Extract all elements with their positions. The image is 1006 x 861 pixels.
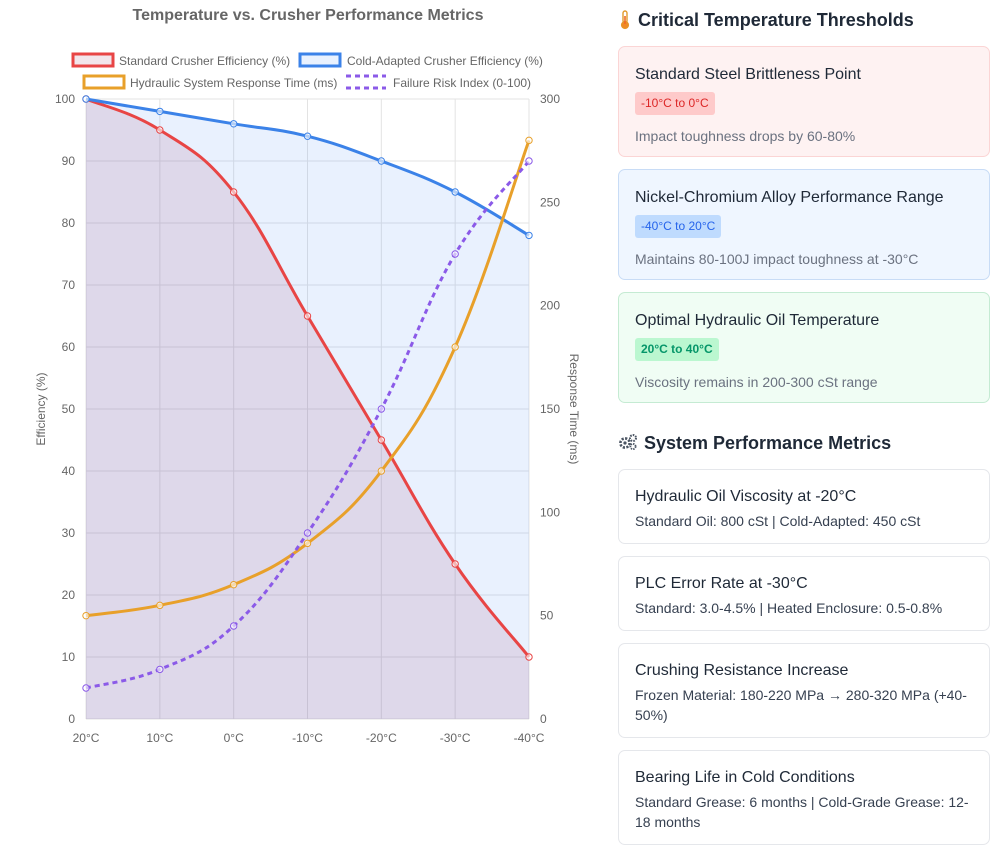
metric-title: Bearing Life in Cold Conditions [635,769,855,786]
data-point [82,611,90,620]
y2-tick-label: 100 [540,505,560,519]
y-tick-label: 100 [55,92,75,106]
y2-tick-label: 0 [540,712,547,726]
metric-title: Crushing Resistance Increase [635,662,849,679]
chart-panel: Temperature vs. Crusher Performance Metr… [34,7,581,745]
legend-swatch [82,74,126,90]
data-point [525,157,533,165]
threshold-range-badge: -40°C to 20°C [635,215,722,238]
metric-card-viscosity: Hydraulic Oil Viscosity at -20°C Standar… [618,469,990,544]
legend-label: Standard Crusher Efficiency (%) [119,54,290,68]
data-point [303,312,312,320]
threshold-title: Standard Steel Brittleness Point [635,66,861,83]
x-tick-label: -40°C [514,731,545,745]
data-point [82,684,90,692]
legend-label: Cold-Adapted Crusher Efficiency (%) [347,54,543,68]
thermometer-icon [618,10,632,30]
y-tick-label: 0 [68,712,75,726]
data-point [229,120,238,128]
metric-value: Frozen Material: 180-220 MPa → 280-320 M… [635,687,967,723]
data-point [377,157,386,165]
data-point [156,107,164,116]
data-point [377,436,386,444]
y-tick-label: 90 [62,154,76,168]
data-point [156,126,164,134]
legend-label: Failure Risk Index (0-100) [393,76,531,90]
threshold-card-steel: Standard Steel Brittleness Point -10°C t… [618,46,990,157]
gears-icon [618,433,638,453]
metric-card-plc: PLC Error Rate at -30°C Standard: 3.0-4.… [618,556,990,631]
y-tick-label: 40 [62,464,76,478]
threshold-title: Optimal Hydraulic Oil Temperature [635,312,880,329]
thresholds-section-title: Critical Temperature Thresholds [618,0,990,40]
y-tick-label: 30 [62,526,76,540]
data-point [525,136,533,145]
x-tick-label: 20°C [73,731,100,745]
data-point [156,665,164,674]
data-point [377,467,386,475]
legend-label: Hydraulic System Response Time (ms) [130,76,337,90]
y-tick-label: 10 [62,650,76,664]
data-point [525,231,533,240]
threshold-desc: Maintains 80-100J impact toughness at -3… [635,251,919,267]
threshold-desc: Impact toughness drops by 60-80% [635,128,856,144]
data-point [451,250,459,258]
metric-value: Standard Grease: 6 months | Cold-Grade G… [635,794,969,830]
series-area-fill [86,99,529,719]
side-panel: Critical Temperature Thresholds Standard… [618,0,990,857]
legend-swatch [71,52,115,68]
data-point [82,95,90,103]
threshold-range-badge: 20°C to 40°C [635,338,719,361]
y2-tick-label: 200 [540,299,560,313]
data-point [377,405,386,413]
data-point [303,539,312,548]
data-point [451,343,459,351]
legend-swatch [346,76,386,88]
data-point [303,132,312,140]
y-tick-label: 60 [62,340,76,354]
legend-swatch [298,52,342,68]
y2-tick-label: 300 [540,92,560,106]
y2-axis-title: Response Time (ms) [567,354,581,465]
data-point [229,580,238,589]
performance-chart: Temperature vs. Crusher Performance Metr… [34,7,581,745]
x-tick-label: -20°C [366,731,397,745]
x-tick-label: -30°C [440,731,471,745]
data-point [229,622,238,630]
y-tick-label: 80 [62,216,76,230]
threshold-card-alloy: Nickel-Chromium Alloy Performance Range … [618,169,990,280]
metrics-section-title: System Performance Metrics [618,423,990,463]
data-point [451,188,459,196]
x-tick-label: 10°C [146,731,173,745]
y-tick-label: 50 [62,402,76,416]
thresholds-title-text: Critical Temperature Thresholds [638,9,914,30]
threshold-range-badge: -10°C to 0°C [635,92,715,115]
threshold-card-oil: Optimal Hydraulic Oil Temperature 20°C t… [618,292,990,403]
series-line [85,139,531,618]
threshold-title: Nickel-Chromium Alloy Performance Range [635,189,944,206]
metric-card-bearing: Bearing Life in Cold Conditions Standard… [618,750,990,845]
metric-value: Standard Oil: 800 cSt | Cold-Adapted: 45… [635,513,921,529]
metric-title: PLC Error Rate at -30°C [635,575,808,592]
data-point [156,601,164,610]
metric-title: Hydraulic Oil Viscosity at -20°C [635,488,857,505]
metric-card-crushing: Crushing Resistance Increase Frozen Mate… [618,643,990,738]
series-area-fill [86,99,529,719]
y-tick-label: 70 [62,278,76,292]
y2-tick-label: 50 [540,609,554,623]
data-point [303,529,312,537]
x-tick-label: -10°C [292,731,323,745]
y2-tick-label: 250 [540,195,560,209]
chart-title: Temperature vs. Crusher Performance Metr… [133,7,484,24]
y-axis-title: Efficiency (%) [34,372,48,445]
metric-value: Standard: 3.0-4.5% | Heated Enclosure: 0… [635,600,943,616]
data-point [229,188,238,196]
data-point [525,653,533,661]
y-tick-label: 20 [62,588,76,602]
metrics-title-text: System Performance Metrics [644,432,892,453]
y2-tick-label: 150 [540,402,560,416]
data-point [451,560,459,568]
threshold-desc: Viscosity remains in 200-300 cSt range [635,374,878,390]
x-tick-label: 0°C [224,731,244,745]
